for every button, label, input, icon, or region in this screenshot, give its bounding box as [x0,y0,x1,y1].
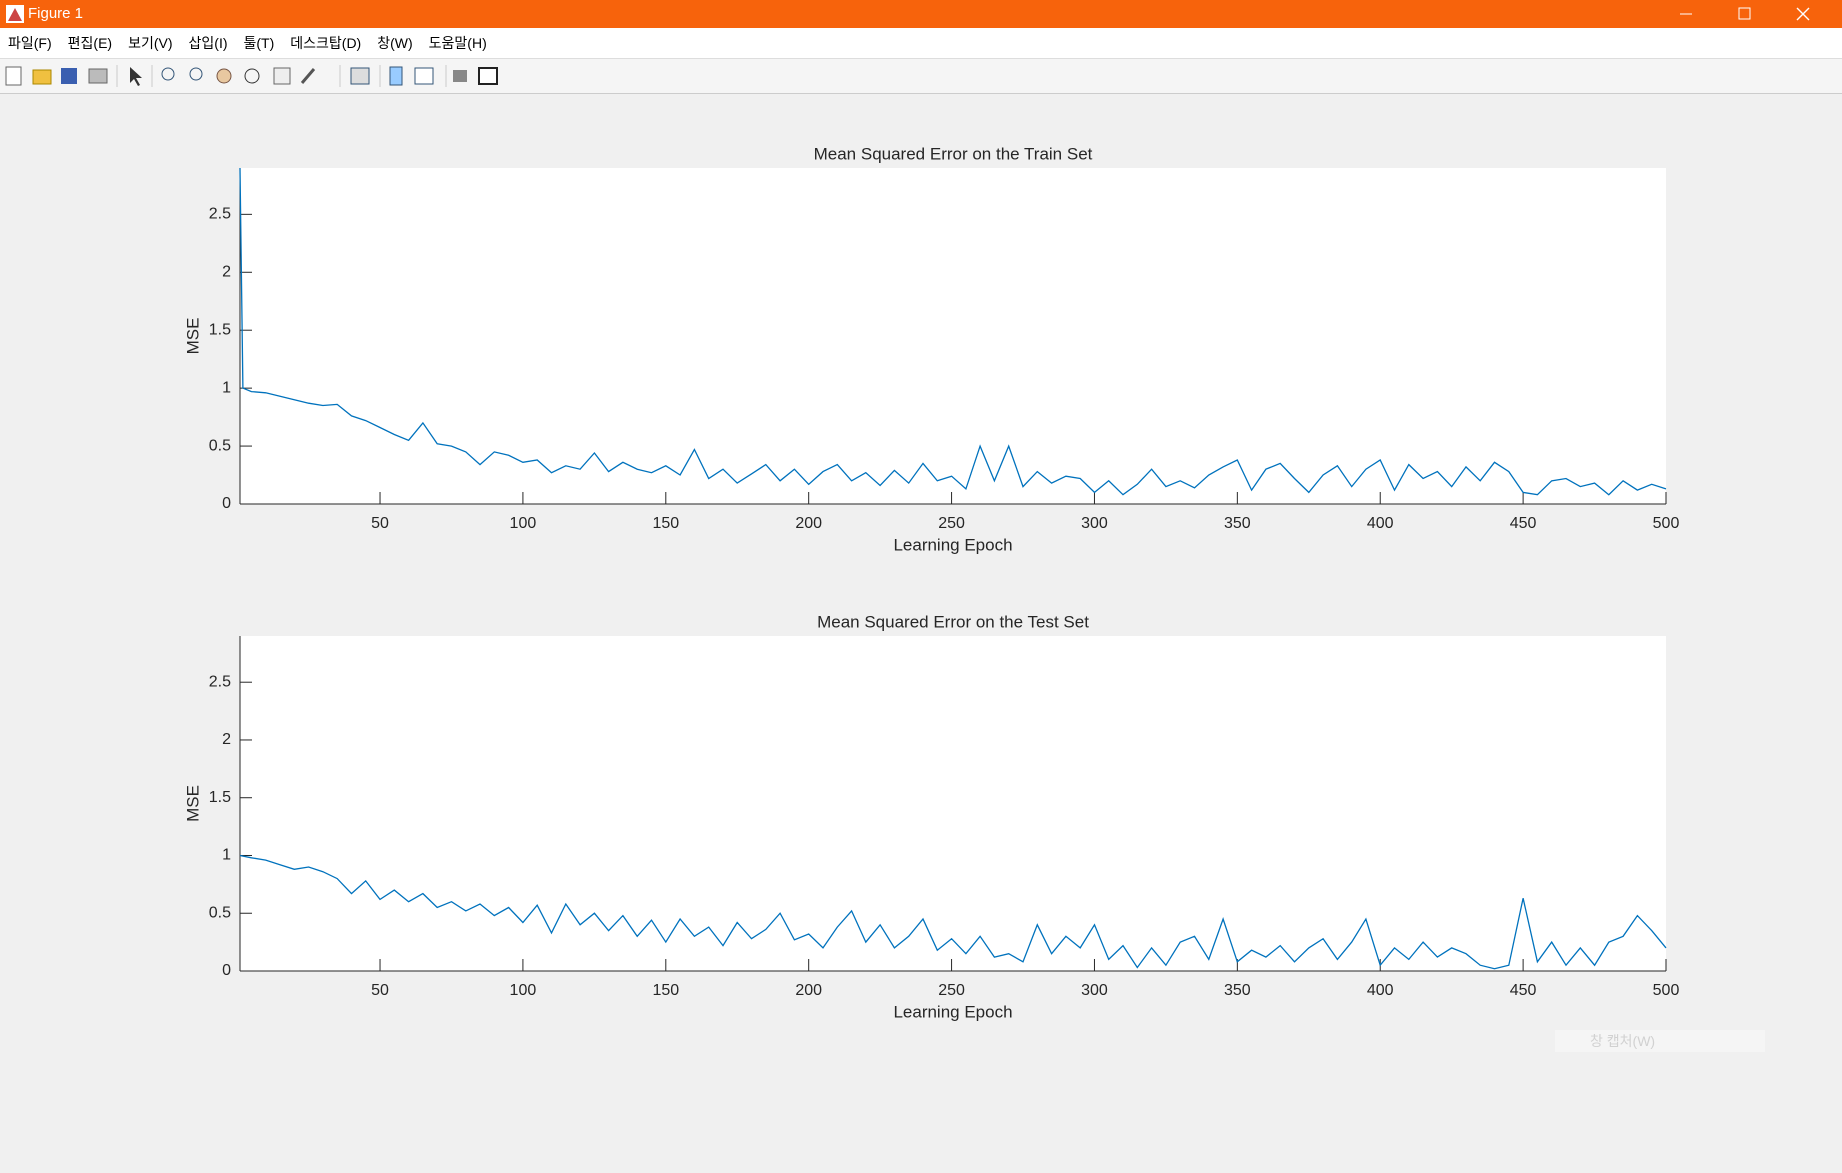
y-tick-label: 0 [222,495,231,512]
title-bar: Figure 1 [0,0,1842,28]
restore[interactable] [1738,7,1751,20]
x-tick-label: 100 [510,515,537,532]
x-axis-label: Learning Epoch [893,535,1012,554]
menu-item[interactable]: 편집(E) [67,35,113,51]
x-tick-label: 450 [1510,515,1537,532]
plot-area [240,168,1666,504]
chart-title: Mean Squared Error on the Train Set [814,144,1093,163]
y-axis-label: MSE [183,318,202,355]
tooltip: 창 캡처(W) [1555,1030,1765,1052]
page: Figure 1 파일(F) 편집(E) 보기(V) 삽입(I) 툴(T) 데스크탑(D)… [0,0,1842,1052]
toolbar-icons[interactable] [0,59,520,93]
menu-bar: 파일(F) 편집(E) 보기(V) 삽입(I) 툴(T) 데스크탑(D) 창(W) 도움말(H… [0,28,1842,58]
x-tick-label: 250 [938,515,965,532]
y-tick-label: 2.5 [209,206,231,223]
figure: Mean Squared Error on the Train Set Learn… [183,144,1680,1021]
x-tick-label: 300 [1081,515,1108,532]
y-tick-label: 2 [222,731,231,748]
menu-item[interactable]: 보기(V) [128,35,173,51]
menu-item[interactable]: 파일(F) [8,35,52,51]
y-axis-label: MSE [183,785,202,822]
x-tick-label: 250 [938,982,965,999]
window-controls[interactable] [1642,0,1842,28]
close[interactable] [1796,7,1810,21]
plot-area [240,636,1666,971]
window-title: Figure 1 [28,5,84,22]
x-tick-label: 200 [795,982,822,999]
y-tick-label: 0.5 [209,437,231,454]
y-tick-label: 0.5 [209,904,231,921]
x-tick-label: 150 [652,982,679,999]
x-tick-label: 400 [1367,982,1394,999]
x-tick-label: 350 [1224,982,1251,999]
x-tick-label: 200 [795,515,822,532]
x-tick-label: 50 [371,515,389,532]
y-tick-label: 2.5 [209,673,231,690]
x-tick-label: 500 [1653,515,1680,532]
toolbar [0,58,1842,94]
x-tick-label: 100 [510,982,537,999]
x-tick-label: 400 [1367,515,1394,532]
menu-item[interactable]: 삽입(I) [188,35,228,51]
y-tick-label: 1 [222,379,231,396]
x-tick-label: 50 [371,982,389,999]
app-icon [6,5,24,23]
y-tick-label: 1.5 [209,321,231,338]
x-axis-label: Learning Epoch [893,1002,1012,1021]
y-tick-label: 1.5 [209,789,231,806]
menu-item[interactable]: 창(W) [377,35,413,51]
x-tick-label: 150 [652,515,679,532]
data-line [239,167,1667,496]
y-tick-label: 0 [222,962,231,979]
y-tick-label: 1 [222,847,231,864]
data-line [239,854,1667,970]
x-tick-label: 300 [1081,982,1108,999]
menu-item[interactable]: 도움말(H) [428,35,487,51]
chart-title: Mean Squared Error on the Test Set [817,612,1089,631]
x-tick-label: 350 [1224,515,1251,532]
x-tick-label: 450 [1510,982,1537,999]
y-tick-label: 2 [222,263,231,280]
x-tick-label: 500 [1653,982,1680,999]
menu-item[interactable]: 툴(T) [243,35,275,51]
menu-item[interactable]: 데스크탑(D) [290,35,362,51]
